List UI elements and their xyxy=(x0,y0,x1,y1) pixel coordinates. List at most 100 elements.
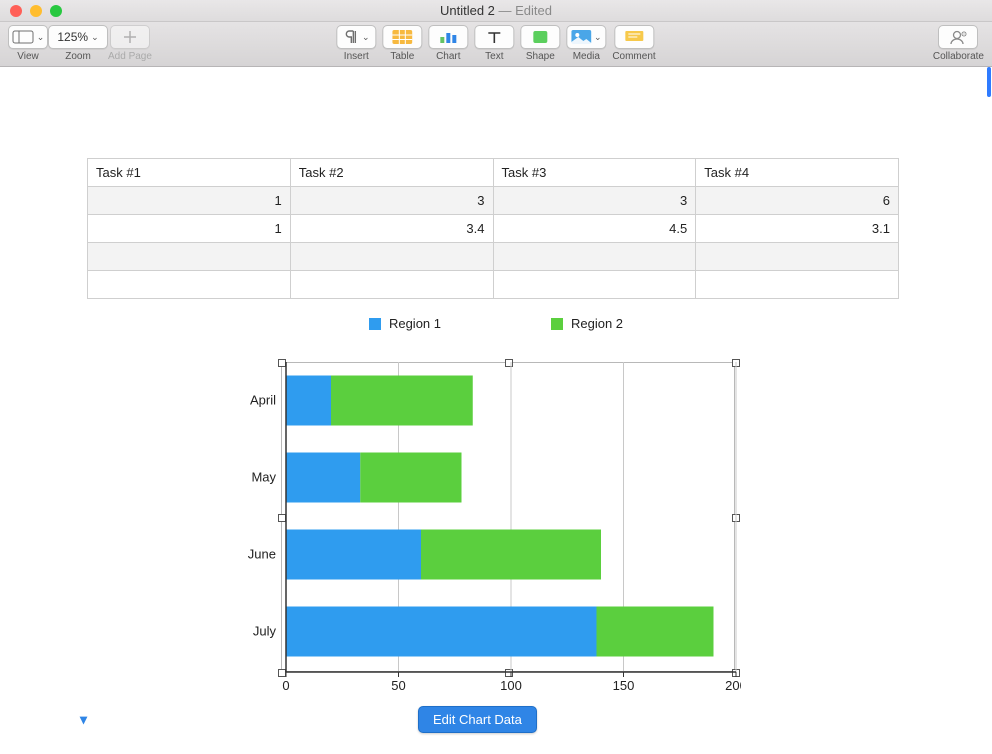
x-tick-label: 200 xyxy=(725,678,741,693)
media-label: Media xyxy=(573,51,600,62)
table-cell[interactable] xyxy=(493,271,696,299)
bar-segment[interactable] xyxy=(286,453,360,503)
chevron-down-icon: ⌄ xyxy=(37,32,45,43)
media-button[interactable]: ⌄ xyxy=(566,25,606,49)
table-row[interactable]: 1336 xyxy=(88,187,899,215)
table-cell[interactable] xyxy=(290,271,493,299)
view-icon xyxy=(12,30,34,44)
category-label: July xyxy=(253,624,277,639)
category-label: April xyxy=(250,393,276,408)
toolbar: ⌄ View 125% ⌄ Zoom Add Page ⌄ Insert Tab… xyxy=(0,22,992,67)
chart-label: Chart xyxy=(436,51,460,62)
chart-legend: Region 1 Region 2 xyxy=(0,316,992,331)
scroll-indicator xyxy=(987,67,991,97)
table-header-row: Task #1Task #2Task #3Task #4 xyxy=(88,159,899,187)
table-row[interactable] xyxy=(88,243,899,271)
close-window-button[interactable] xyxy=(10,5,22,17)
x-tick-label: 0 xyxy=(282,678,289,693)
table-cell[interactable] xyxy=(493,243,696,271)
zoom-value: 125% xyxy=(57,30,88,44)
view-button[interactable]: ⌄ xyxy=(8,25,48,49)
table-cell[interactable]: 3.1 xyxy=(696,215,899,243)
titlebar: Untitled 2 — Edited xyxy=(0,0,992,22)
table-row[interactable] xyxy=(88,271,899,299)
maximize-window-button[interactable] xyxy=(50,5,62,17)
add-page-label: Add Page xyxy=(108,51,152,62)
collaborate-icon xyxy=(948,29,968,45)
category-label: May xyxy=(251,470,276,485)
insert-button[interactable]: ⌄ xyxy=(336,25,376,49)
bar-segment[interactable] xyxy=(286,530,421,580)
legend-label: Region 2 xyxy=(571,316,623,331)
x-tick-label: 100 xyxy=(500,678,522,693)
table-button[interactable] xyxy=(382,25,422,49)
bar-segment[interactable] xyxy=(331,376,473,426)
zoom-label: Zoom xyxy=(65,51,91,62)
shape-button[interactable] xyxy=(520,25,560,49)
insertion-cursor-icon: ▾ xyxy=(80,711,87,728)
table-cell[interactable]: 3.4 xyxy=(290,215,493,243)
paragraph-icon xyxy=(343,29,359,45)
table-cell[interactable] xyxy=(88,243,291,271)
comment-icon xyxy=(624,30,644,44)
x-tick-label: 50 xyxy=(391,678,405,693)
window-title: Untitled 2 — Edited xyxy=(0,3,992,18)
plus-icon xyxy=(123,30,137,44)
chart-icon xyxy=(438,30,458,44)
table-cell[interactable] xyxy=(88,271,291,299)
category-label: June xyxy=(248,547,276,562)
table-cell[interactable] xyxy=(290,243,493,271)
legend-label: Region 1 xyxy=(389,316,441,331)
table-cell[interactable]: 1 xyxy=(88,187,291,215)
table-cell[interactable]: 3 xyxy=(493,187,696,215)
table-icon xyxy=(392,30,412,44)
media-icon xyxy=(571,30,591,44)
bar-segment[interactable] xyxy=(286,607,597,657)
document-status: Edited xyxy=(515,3,552,18)
table-cell[interactable]: 3 xyxy=(290,187,493,215)
text-label: Text xyxy=(485,51,503,62)
insert-label: Insert xyxy=(344,51,369,62)
add-page-button[interactable] xyxy=(110,25,150,49)
data-table[interactable]: Task #1Task #2Task #3Task #4 133613.44.5… xyxy=(87,158,899,299)
legend-swatch xyxy=(551,318,563,330)
bar-segment[interactable] xyxy=(286,376,331,426)
table-header-cell[interactable]: Task #4 xyxy=(696,159,899,187)
zoom-dropdown[interactable]: 125% ⌄ xyxy=(48,25,108,49)
collaborate-button[interactable] xyxy=(938,25,978,49)
comment-button[interactable] xyxy=(614,25,654,49)
table-header-cell[interactable]: Task #1 xyxy=(88,159,291,187)
bar-segment[interactable] xyxy=(421,530,601,580)
table-cell[interactable]: 1 xyxy=(88,215,291,243)
table-row[interactable]: 13.44.53.1 xyxy=(88,215,899,243)
table-cell[interactable] xyxy=(696,271,899,299)
document-canvas[interactable]: Task #1Task #2Task #3Task #4 133613.44.5… xyxy=(0,67,992,754)
x-tick-label: 150 xyxy=(613,678,635,693)
table-cell[interactable] xyxy=(696,243,899,271)
document-title: Untitled 2 xyxy=(440,3,495,18)
legend-swatch xyxy=(369,318,381,330)
comment-label: Comment xyxy=(612,51,655,62)
bar-segment[interactable] xyxy=(360,453,461,503)
bar-chart[interactable]: 0 50 100 150 200 April May June July xyxy=(221,362,741,702)
chevron-down-icon: ⌄ xyxy=(362,32,370,43)
bar-segment[interactable] xyxy=(597,607,714,657)
table-cell[interactable]: 4.5 xyxy=(493,215,696,243)
table-header-cell[interactable]: Task #3 xyxy=(493,159,696,187)
shape-label: Shape xyxy=(526,51,555,62)
edit-chart-data-button[interactable]: Edit Chart Data xyxy=(418,706,537,733)
text-button[interactable] xyxy=(474,25,514,49)
window-controls xyxy=(10,5,62,17)
legend-item: Region 1 xyxy=(369,316,441,331)
chart-button[interactable] xyxy=(428,25,468,49)
text-icon xyxy=(486,30,502,44)
table-cell[interactable]: 6 xyxy=(696,187,899,215)
table-label: Table xyxy=(390,51,414,62)
chevron-down-icon: ⌄ xyxy=(91,32,99,43)
toolbar-center: ⌄ Insert Table Chart Text Shape xyxy=(336,25,655,62)
minimize-window-button[interactable] xyxy=(30,5,42,17)
chevron-down-icon: ⌄ xyxy=(594,32,602,43)
view-label: View xyxy=(17,51,39,62)
collaborate-label: Collaborate xyxy=(933,51,984,62)
table-header-cell[interactable]: Task #2 xyxy=(290,159,493,187)
